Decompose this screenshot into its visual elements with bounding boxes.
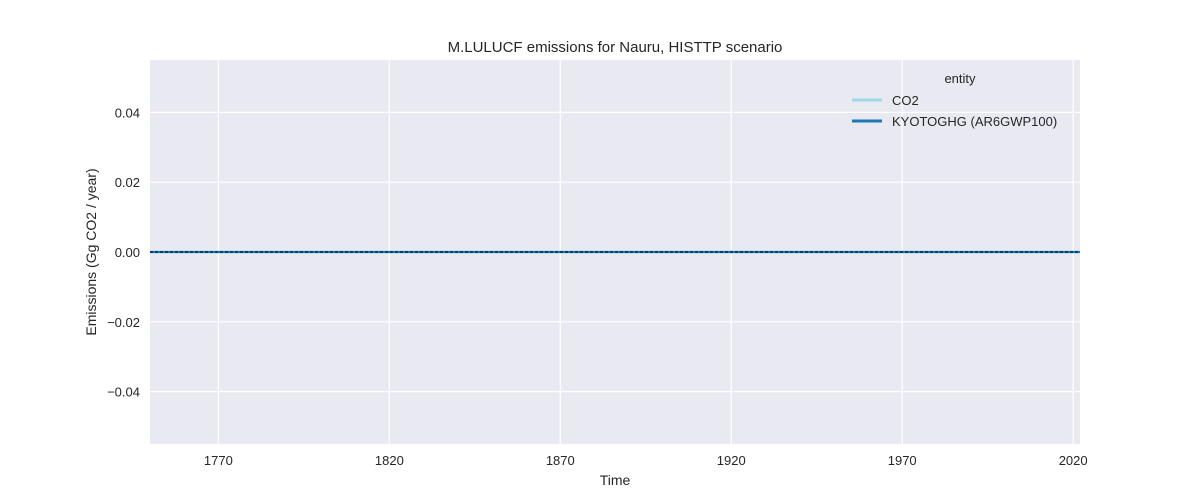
y-tick-label: 0.02	[115, 175, 140, 190]
legend: entity CO2 KYOTOGHG (AR6GWP100)	[852, 71, 1057, 129]
x-tick-label: 1920	[717, 453, 746, 468]
y-tick-label: 0.04	[115, 105, 140, 120]
x-tick-label: 2020	[1059, 453, 1088, 468]
x-tick-label: 1820	[375, 453, 404, 468]
x-tick-label: 1970	[888, 453, 917, 468]
y-axis-label: Emissions (Gg CO2 / year)	[83, 168, 99, 335]
x-tick-labels: 1770 1820 1870 1920 1970 2020	[204, 453, 1088, 468]
x-tick-label: 1770	[204, 453, 233, 468]
y-tick-labels: −0.04 −0.02 0.00 0.02 0.04	[107, 105, 140, 399]
x-axis-label: Time	[600, 472, 631, 488]
legend-title: entity	[944, 71, 976, 86]
y-tick-label: −0.04	[107, 385, 140, 400]
y-tick-label: 0.00	[115, 245, 140, 260]
x-tick-label: 1870	[546, 453, 575, 468]
legend-label: CO2	[892, 93, 919, 108]
legend-label: KYOTOGHG (AR6GWP100)	[892, 114, 1057, 129]
y-tick-label: −0.02	[107, 315, 140, 330]
chart-title: M.LULUCF emissions for Nauru, HISTTP sce…	[448, 39, 783, 56]
